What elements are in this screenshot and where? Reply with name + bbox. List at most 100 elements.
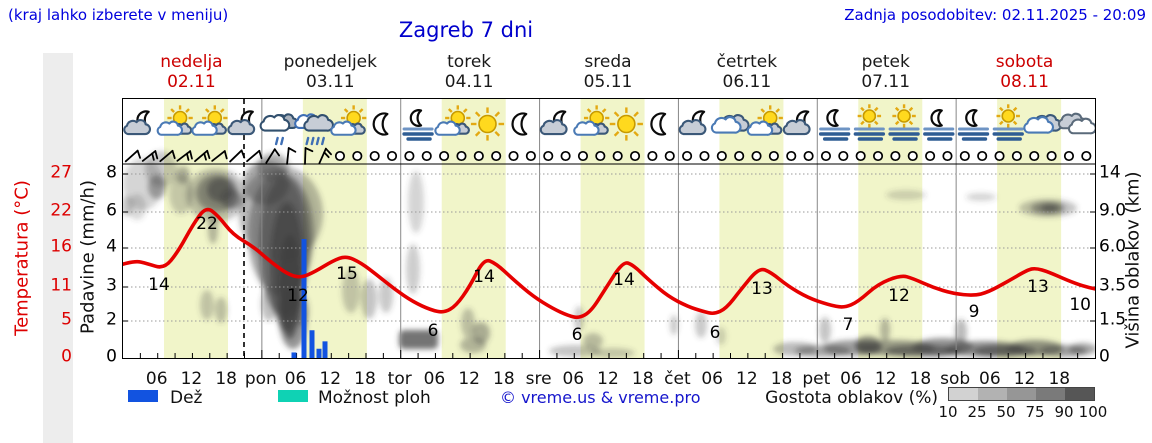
svg-text:22: 22	[196, 214, 218, 234]
wind-calm-icon	[786, 150, 797, 162]
hour-label: 06	[840, 369, 862, 389]
weather-icon-sun	[470, 107, 505, 141]
sun-icon	[892, 104, 916, 128]
day-header-nedelja: nedelja 02.11	[121, 52, 261, 92]
scale-value: 10	[938, 403, 958, 421]
day-date: 07.11	[861, 72, 911, 92]
wind-calm-icon	[820, 150, 832, 162]
wind-calm-icon	[473, 150, 484, 162]
day-name: petek	[861, 52, 910, 72]
day-abbrev-label: tor	[387, 369, 412, 389]
cloud-density-legend-label: Gostota oblakov (%)	[765, 388, 938, 408]
hour-label: 18	[354, 369, 376, 389]
weather-icon-rain-light	[259, 113, 299, 146]
wind-barb-icon	[304, 147, 314, 165]
day-abbrev-label: pet	[802, 369, 831, 389]
day-header-četrtek: četrtek 06.11	[677, 52, 817, 92]
cloud-icon	[303, 114, 334, 132]
temp-tick: 5	[61, 309, 72, 330]
wind-barb-icon	[246, 149, 263, 163]
day-abbrev-label: pon	[244, 369, 277, 389]
fog-icon	[888, 127, 920, 141]
day-boundary-lines	[261, 99, 957, 358]
cloud-icon	[434, 120, 461, 136]
cloud-height-tick: 0	[1099, 346, 1110, 367]
fog-icon	[923, 127, 955, 141]
wind-calm-icon	[907, 150, 918, 162]
forecast-panel: 14 22 12 15 6 14 6 14 6 13 7 12 9 13 10	[122, 98, 1096, 359]
weather-icon-sun-cloud	[330, 105, 367, 136]
weather-icon-moon-cloud	[227, 110, 256, 136]
wind-barb-icon	[265, 148, 281, 164]
day-date: 05.11	[583, 72, 633, 92]
hour-label: 12	[874, 369, 897, 389]
fog-icon	[992, 127, 1024, 141]
wind-calm-icon	[560, 150, 571, 162]
wind-calm-icon	[977, 150, 988, 162]
rain-legend-label: Dež	[170, 388, 203, 408]
hour-label: 12	[1013, 369, 1036, 389]
weather-icon-sun	[609, 107, 643, 141]
fog-icon	[402, 127, 434, 141]
weather-icon-moon-cloud	[678, 110, 707, 136]
wind-barb-icon	[318, 147, 332, 165]
wind-calm-icon	[872, 150, 884, 162]
credit-link[interactable]: © vreme.us & vreme.pro	[500, 388, 701, 407]
weather-icon-sun-cloud	[434, 105, 471, 136]
wind-barb-icon	[211, 150, 228, 162]
cloud-height-tick: 1.5	[1099, 309, 1127, 330]
weather-icon-sun-cloud	[191, 105, 228, 136]
wind-calm-icon	[664, 150, 675, 162]
hour-label: 06	[701, 369, 723, 389]
wind-barb-icon	[176, 150, 193, 162]
weather-icon-moon-fog	[402, 109, 434, 141]
scale-value: 25	[967, 403, 987, 421]
day-header-sobota: sobota 08.11	[955, 52, 1095, 92]
weather-icon-clouds	[1057, 112, 1095, 135]
svg-text:14: 14	[473, 267, 495, 287]
svg-text:12: 12	[888, 286, 910, 306]
svg-text:10: 10	[1069, 295, 1091, 315]
svg-text:14: 14	[613, 270, 635, 290]
wind-calm-icon	[994, 150, 1005, 162]
cloud-icon	[573, 120, 600, 136]
wind-calm-icon	[1046, 150, 1057, 162]
weather-icon-sun-cloud	[746, 105, 783, 136]
moon-icon	[965, 109, 978, 127]
wind-calm-icon	[1063, 150, 1075, 162]
weather-icon-rain	[294, 113, 334, 146]
moon-icon	[372, 112, 389, 136]
wind-calm-icon	[959, 150, 970, 162]
svg-text:9: 9	[969, 302, 980, 322]
wind-calm-icon	[716, 150, 727, 162]
weather-icon-sun-fog	[888, 104, 920, 141]
wind-barb-icon	[141, 150, 159, 162]
svg-text:13: 13	[1027, 277, 1049, 297]
day-date: 03.11	[305, 72, 355, 92]
cloud-icon	[710, 116, 742, 134]
hour-label: 06	[145, 369, 168, 389]
day-header-sreda: sreda 05.11	[538, 52, 678, 92]
weather-icon-moon	[511, 112, 528, 136]
scale-segment	[978, 388, 1007, 400]
wind-calm-icon	[491, 150, 502, 162]
wind-calm-icon	[734, 150, 745, 162]
hour-label: 18	[909, 369, 932, 389]
raindrops-icon	[274, 136, 285, 146]
temp-tick: 11	[50, 275, 72, 296]
cloud-icon	[191, 120, 218, 136]
axis-edge-ticks	[123, 173, 1095, 358]
scale-value: 75	[1025, 403, 1045, 421]
moon-icon	[650, 112, 667, 136]
wind-calm-icon	[439, 150, 450, 162]
hour-label: 12	[180, 369, 203, 389]
sun-icon	[609, 107, 643, 141]
svg-text:15: 15	[336, 264, 358, 284]
wind-calm-icon	[629, 150, 641, 162]
day-name: sreda	[584, 52, 632, 72]
hour-label: 18	[493, 369, 515, 389]
day-name: sobota	[995, 52, 1054, 72]
cloud-icon	[330, 120, 357, 136]
weather-icon-sun-fog	[992, 104, 1024, 141]
wind-calm-icon	[699, 150, 710, 162]
